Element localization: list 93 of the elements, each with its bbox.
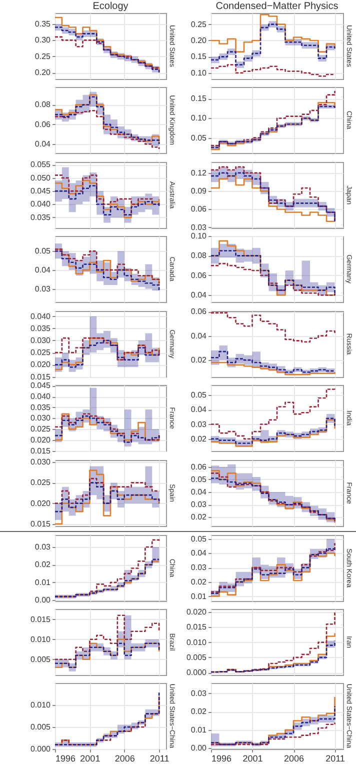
y-tick-label: 0.030 <box>30 336 52 345</box>
y-tick-label: 0.03 <box>34 284 52 294</box>
y-tick-label: 0.010 <box>30 700 52 710</box>
y-tick-label: 0.030 <box>30 414 52 423</box>
y-tick-label: 0.03 <box>190 420 208 429</box>
y-tick-label: 0.01 <box>190 725 208 734</box>
y-tick-label: 0.06 <box>190 270 208 280</box>
y-tick-label: 0.06 <box>190 204 208 214</box>
y-tick-label: 0.015 <box>30 519 52 528</box>
y-tick-label: 0.05 <box>190 390 208 400</box>
y-tick-label: 0.03 <box>190 222 208 232</box>
y-tick-label: 0.005 <box>186 652 208 662</box>
y-tick-label: 0.04 <box>190 405 208 414</box>
y-tick-label: 0.00 <box>190 744 208 753</box>
y-tick-label: 0.30 <box>34 36 52 45</box>
y-tick-label: 0.08 <box>34 100 52 110</box>
y-tick-label: 0.04 <box>34 140 52 149</box>
y-tick-label: 0.25 <box>190 20 208 29</box>
y-tick-label: 0.15 <box>190 52 208 62</box>
y-tick-label: 0.010 <box>186 638 208 647</box>
y-tick-label: 0.35 <box>34 20 52 28</box>
y-tick-label: 0.040 <box>30 200 52 209</box>
y-tick-label: 0.04 <box>190 548 208 558</box>
y-tick-label: 0.02 <box>34 560 52 570</box>
y-tick-label: 0.035 <box>30 402 52 412</box>
y-tick-label: 0.025 <box>30 348 52 358</box>
y-tick-label: 0.09 <box>190 186 208 196</box>
y-tick-label: 0.055 <box>30 160 52 170</box>
y-tick-label: 0.03 <box>34 542 52 552</box>
y-tick-label: 0.020 <box>30 435 52 444</box>
y-tick-label: 0.000 <box>186 668 208 678</box>
chart-title: Ecology <box>92 1 128 12</box>
y-tick-label: 0.050 <box>30 173 52 182</box>
y-tick-label: 0.10 <box>190 114 208 123</box>
y-tick-label: 0.040 <box>30 312 52 321</box>
y-tick-label: 0.04 <box>190 488 208 497</box>
y-tick-label: 0.005 <box>30 722 52 732</box>
y-tick-label: 0.045 <box>30 186 52 196</box>
y-tick-label: 0.01 <box>190 592 208 601</box>
y-tick-label: 0.05 <box>190 133 208 142</box>
y-tick-label: 0.25 <box>34 52 52 61</box>
y-tick-label: 0.20 <box>190 36 208 45</box>
y-tick-label: 0.015 <box>30 372 52 382</box>
y-tick-label: 0.03 <box>190 500 208 510</box>
y-tick-label: 0.03 <box>190 563 208 572</box>
x-tick-label: 2001 <box>242 754 263 764</box>
y-tick-label: 0.04 <box>34 265 52 274</box>
y-tick-label: 0.08 <box>190 251 208 260</box>
y-tick-label: 0.015 <box>30 614 52 624</box>
y-tick-label: 0.04 <box>190 290 208 300</box>
y-tick-label: 0.015 <box>30 446 52 456</box>
y-tick-label: 0.02 <box>190 434 208 444</box>
y-tick-label: 0.10 <box>190 68 208 78</box>
chart-title: Condensed−Matter Physics <box>216 1 338 12</box>
y-tick-label: 0.010 <box>30 634 52 644</box>
y-tick-label: 0.03 <box>190 688 208 698</box>
y-tick-label: 0.040 <box>30 392 52 402</box>
x-tick-label: 2011 <box>150 754 170 764</box>
y-tick-label: 0.06 <box>34 120 52 129</box>
x-tick-label: 2006 <box>114 754 135 764</box>
y-tick-label: 0.025 <box>30 478 52 488</box>
y-tick-label: 0.000 <box>30 744 52 754</box>
y-tick-label: 0.035 <box>30 212 52 222</box>
y-tick-label: 0.035 <box>30 324 52 333</box>
x-tick-label: 1996 <box>212 754 232 764</box>
y-tick-label: 0.045 <box>30 381 52 390</box>
y-tick-label: 0.05 <box>190 534 208 544</box>
y-tick-label: 0.12 <box>190 168 208 178</box>
y-tick-label: 0.02 <box>190 512 208 522</box>
x-tick-label: 1996 <box>56 754 76 764</box>
y-tick-label: 0.05 <box>34 246 52 256</box>
x-tick-label: 2006 <box>284 754 304 764</box>
y-tick-label: 0.02 <box>190 356 208 365</box>
y-tick-label: 0.015 <box>186 622 208 632</box>
x-tick-label: 2011 <box>326 754 345 764</box>
y-tick-label: 0.10 <box>190 232 208 240</box>
x-tick-label: 2001 <box>80 754 100 764</box>
y-tick-label: 0.20 <box>34 68 52 78</box>
y-tick-label: 0.05 <box>190 474 208 484</box>
y-tick-label: 0.02 <box>190 707 208 716</box>
y-tick-label: 0.06 <box>190 462 208 472</box>
y-tick-label: 0.02 <box>190 577 208 586</box>
y-tick-label: 0.020 <box>186 608 208 617</box>
y-tick-label: 0.030 <box>30 458 52 467</box>
y-tick-label: 0.04 <box>190 331 208 340</box>
y-tick-label: 0.00 <box>34 596 52 605</box>
y-tick-label: 0.01 <box>34 578 52 587</box>
y-tick-label: 0.020 <box>30 498 52 508</box>
y-tick-label: 0.005 <box>30 654 52 664</box>
y-tick-label: 0.020 <box>30 360 52 370</box>
y-tick-label: 0.025 <box>30 424 52 434</box>
y-tick-label: 0.15 <box>190 94 208 104</box>
y-tick-label: 0.06 <box>190 307 208 316</box>
